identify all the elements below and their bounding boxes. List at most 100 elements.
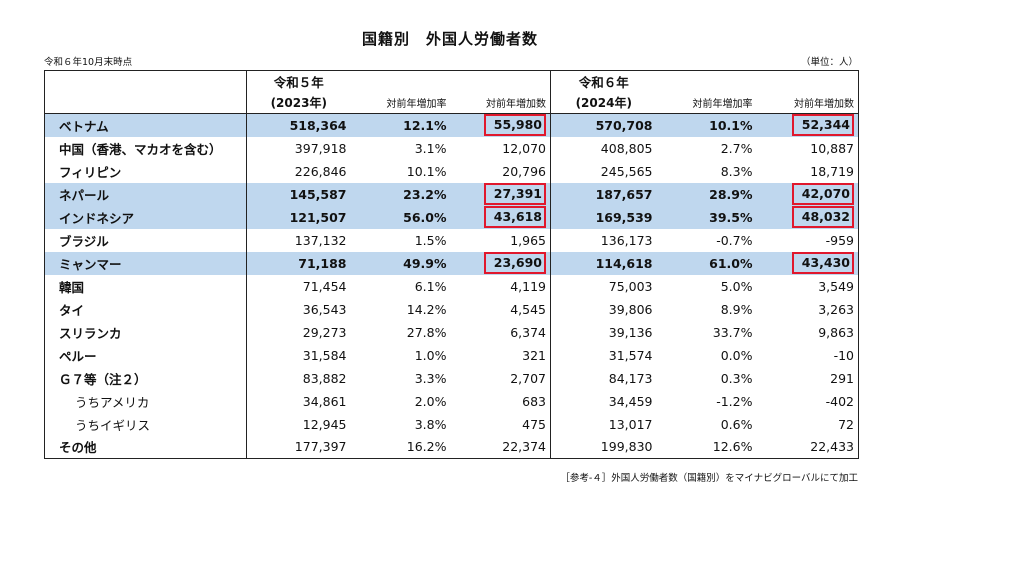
growth-rate-2023-cell: 23.2% (350, 182, 451, 206)
country-name-cell: ペルー (59, 348, 97, 364)
as-of-date: 令和６年10月末時点 (44, 57, 133, 68)
increase-2023-cell: 6,374 (510, 324, 546, 340)
workers-2024-cell: 31,574 (550, 343, 657, 367)
increase-2024-cell: 43,430 (756, 251, 859, 275)
workers-2024-cell: 136,173 (550, 228, 657, 252)
table-row: フィリピン 226,846 10.1% 20,796 245,565 8.3% 18,719 (45, 159, 859, 183)
growth-rate-2023-cell: 3.3% (414, 370, 447, 386)
header-row-groups: 令和５年 令和６年 (45, 70, 859, 93)
growth-rate-2024-cell: 28.9% (656, 182, 757, 206)
growth-rate-2023-cell: 2.0% (414, 393, 447, 409)
workers-2024-cell: 13,017 (550, 412, 657, 436)
highlight-box: 52,344 (791, 114, 854, 137)
workers-2023-cell: 36,543 (246, 297, 351, 321)
increase-2023-cell: 2,707 (510, 370, 546, 386)
highlight-box: 27,391 (483, 183, 546, 205)
growth-rate-2024-cell: 5.0% (720, 278, 753, 294)
workers-2024-cell: 34,459 (550, 389, 657, 413)
country-name-cell: その他 (59, 440, 97, 456)
country-name-cell: ブラジル (59, 233, 109, 249)
highlight-box: 55,980 (483, 114, 546, 137)
table-row: ブラジル 137,132 1.5% 1,965 136,173 -0.7% -959 (45, 228, 859, 252)
increase-2023-cell: 321 (522, 347, 546, 363)
workers-2023-cell: 518,364 (246, 113, 351, 137)
header-group-2024: 令和６年 (550, 70, 657, 93)
header-row-columns: (2023年) 対前年増加率 対前年増加数 (2024年) 対前年増加率 対前年… (44, 92, 859, 114)
highlight-box: 42,070 (791, 183, 854, 205)
increase-2024-cell: 72 (838, 416, 854, 432)
country-name-cell: Ｇ７等（注２） (59, 371, 147, 387)
increase-2023-cell: 27,391 (450, 182, 551, 206)
workers-2023-cell: 226,846 (246, 159, 351, 183)
growth-rate-2023-cell: 6.1% (414, 278, 447, 294)
growth-rate-2024-cell: 0.0% (720, 347, 753, 363)
growth-rate-2023-cell: 12.1% (350, 113, 451, 137)
increase-2023-cell: 4,119 (510, 278, 546, 294)
table-row: その他 177,397 16.2% 22,374 199,830 12.6% 22,433 (45, 435, 859, 459)
workers-2023-cell: 71,454 (246, 274, 351, 298)
increase-2024-cell: 48,032 (756, 205, 859, 229)
header-year-2023: (2023年) (246, 92, 351, 114)
growth-rate-2024-cell: 0.3% (720, 370, 753, 386)
highlight-box: 43,618 (483, 206, 546, 228)
country-name-cell: タイ (59, 302, 85, 318)
workers-2024-cell: 114,618 (550, 251, 657, 275)
workers-2023-cell: 31,584 (246, 343, 351, 367)
country-name-cell: うちアメリカ (75, 394, 150, 410)
growth-rate-2024-cell: 39.5% (656, 205, 757, 229)
growth-rate-2024-cell: 8.9% (720, 301, 753, 317)
table-row: ミャンマー 71,188 49.9% 23,690 114,618 61.0% 43,430 (44, 251, 859, 275)
increase-2024-cell: -10 (833, 347, 854, 363)
growth-rate-2024-cell: 2.7% (720, 140, 753, 156)
increase-2024-cell: 291 (830, 370, 854, 386)
table-row: ベトナム 518,364 12.1% 55,980 570,708 10.1% 52,344 (44, 113, 859, 137)
highlight-box: 23,690 (483, 252, 546, 274)
workers-2023-cell: 121,507 (246, 205, 351, 229)
workers-2024-cell: 39,806 (550, 297, 657, 321)
increase-2023-cell: 4,545 (510, 301, 546, 317)
growth-rate-2024-cell: 8.3% (720, 163, 753, 179)
growth-rate-2023-cell: 1.0% (414, 347, 447, 363)
growth-rate-2024-cell: 12.6% (712, 439, 753, 455)
table-row: うちアメリカ 34,861 2.0% 683 34,459 -1.2% -402 (45, 389, 859, 413)
increase-2023-cell: 55,980 (450, 113, 551, 137)
table-row: スリランカ 29,273 27.8% 6,374 39,136 33.7% 9,863 (45, 320, 859, 344)
header-diff-2023: 対前年増加数 (450, 92, 551, 114)
increase-2023-cell: 43,618 (450, 205, 551, 229)
header-year-2024: (2024年) (550, 92, 657, 114)
increase-2023-cell: 23,690 (450, 251, 551, 275)
increase-2024-cell: 22,433 (810, 439, 854, 455)
growth-rate-2024-cell: 0.6% (720, 416, 753, 432)
table-row: ネパール 145,587 23.2% 27,391 187,657 28.9% 42,070 (44, 182, 859, 206)
growth-rate-2023-cell: 3.1% (414, 140, 447, 156)
workers-2024-cell: 75,003 (550, 274, 657, 298)
country-name-cell: ミャンマー (44, 251, 247, 275)
table-row: タイ 36,543 14.2% 4,545 39,806 8.9% 3,263 (45, 297, 859, 321)
increase-2024-cell: -402 (825, 393, 854, 409)
table-row: Ｇ７等（注２） 83,882 3.3% 2,707 84,173 0.3% 291 (45, 366, 859, 390)
workers-2023-cell: 177,397 (246, 435, 351, 459)
workers-2023-cell: 83,882 (246, 366, 351, 390)
increase-2023-cell: 22,374 (502, 439, 546, 455)
footnote: ［参考-４］外国人労働者数（国籍別）をマイナビグローバルにて加工 (560, 473, 858, 484)
increase-2023-cell: 1,965 (510, 232, 546, 248)
increase-2024-cell: 42,070 (756, 182, 859, 206)
increase-2024-cell: 9,863 (818, 324, 854, 340)
workers-2024-cell: 570,708 (550, 113, 657, 137)
highlight-box: 48,032 (791, 206, 854, 228)
growth-rate-2023-cell: 10.1% (406, 163, 447, 179)
header-group-2023: 令和５年 (246, 70, 351, 93)
country-name-cell: フィリピン (59, 164, 122, 180)
workers-2023-cell: 145,587 (246, 182, 351, 206)
growth-rate-2023-cell: 1.5% (414, 232, 447, 248)
country-name-cell: うちイギリス (75, 417, 151, 433)
increase-2024-cell: 3,263 (818, 301, 854, 317)
growth-rate-2024-cell: -0.7% (716, 232, 753, 248)
workers-2024-cell: 199,830 (550, 435, 657, 459)
table-row: 中国（香港、マカオを含む） 397,918 3.1% 12,070 408,805 2.7… (45, 136, 859, 160)
table-row: 韓国 71,454 6.1% 4,119 75,003 5.0% 3,549 (45, 274, 859, 298)
country-name-cell: スリランカ (59, 325, 122, 341)
workers-2023-cell: 12,945 (246, 412, 351, 436)
workers-2024-cell: 84,173 (550, 366, 657, 390)
growth-rate-2024-cell: 10.1% (656, 113, 757, 137)
